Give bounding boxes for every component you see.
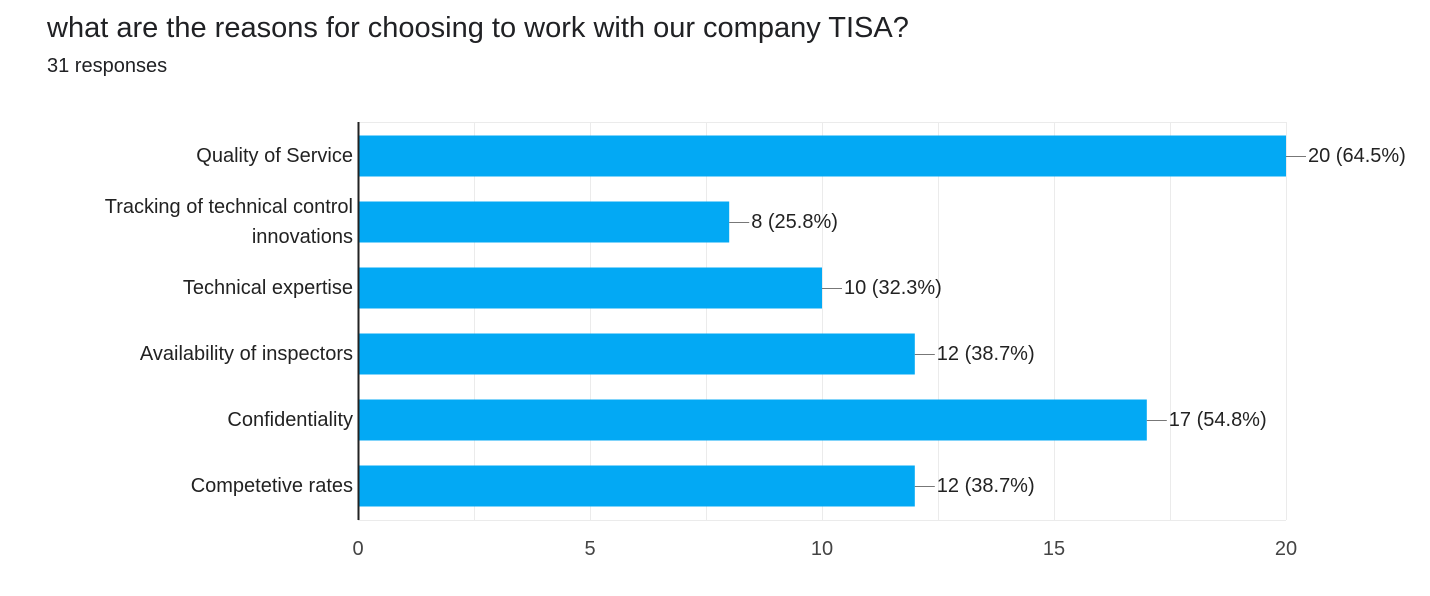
category-label: innovations [252, 226, 353, 248]
bar [358, 135, 1286, 177]
x-tick-label: 5 [584, 538, 595, 560]
data-label: 12 (38.7%) [937, 343, 1035, 365]
category-label: Technical expertise [183, 277, 353, 299]
data-label: 20 (64.5%) [1308, 145, 1406, 167]
x-tick-label: 15 [1043, 538, 1065, 560]
x-tick-label: 20 [1275, 538, 1297, 560]
bars [358, 135, 1306, 507]
category-label: Availability of inspectors [140, 343, 353, 365]
bar [358, 201, 730, 243]
chart-header: what are the reasons for choosing to wor… [47, 8, 909, 80]
labels: 20 (64.5%) Quality of Service 8 (25.8%) Tra… [105, 145, 1406, 560]
category-label: Quality of Service [196, 145, 353, 167]
x-tick-label: 10 [811, 538, 833, 560]
bar [358, 333, 915, 375]
bar [358, 267, 822, 309]
data-label: 12 (38.7%) [937, 475, 1035, 497]
x-tick-label: 0 [352, 538, 363, 560]
data-label: 8 (25.8%) [751, 211, 838, 233]
bar [358, 399, 1147, 441]
category-label: Competetive rates [191, 475, 353, 497]
data-label: 10 (32.3%) [844, 277, 942, 299]
data-label: 17 (54.8%) [1169, 409, 1267, 431]
response-count: 31 responses [47, 55, 168, 77]
chart-title: what are the reasons for choosing to wor… [47, 12, 909, 44]
bar [358, 465, 915, 507]
category-label: Confidentiality [227, 409, 353, 431]
category-label: Tracking of technical control [105, 196, 353, 218]
grid-lines [358, 122, 1287, 521]
